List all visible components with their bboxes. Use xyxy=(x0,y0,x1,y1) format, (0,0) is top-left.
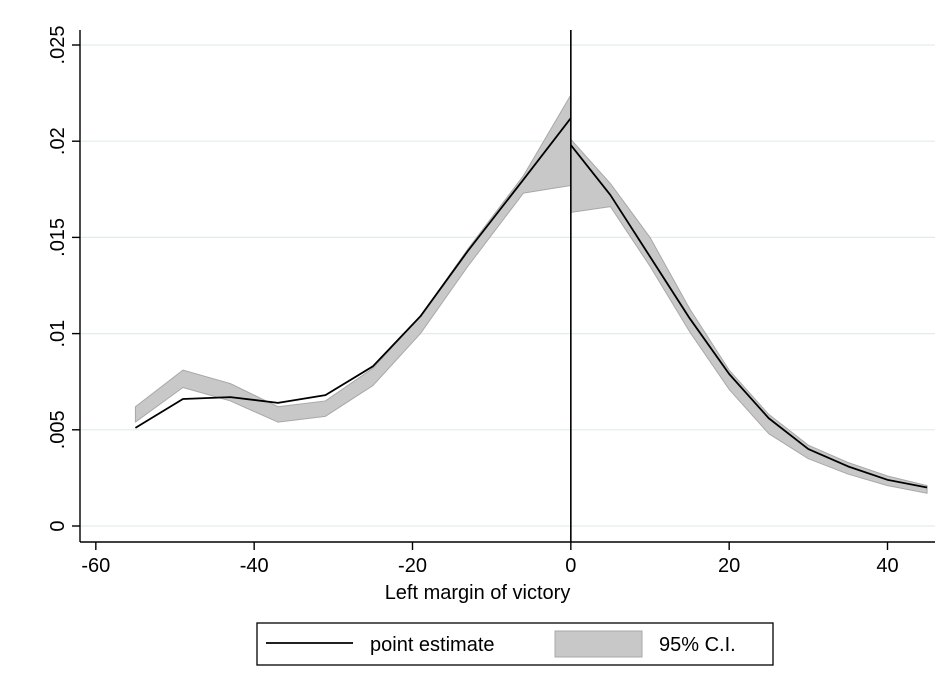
y-tick-label: .02 xyxy=(47,127,69,155)
ci-band-right xyxy=(570,138,928,494)
x-tick-label: -60 xyxy=(81,555,110,577)
legend-label-point-estimate: point estimate xyxy=(370,634,495,656)
x-tick-label: 0 xyxy=(565,555,576,577)
point-estimate-lines xyxy=(134,117,928,489)
legend-label-ci: 95% C.I. xyxy=(659,634,736,656)
y-tick-label: .015 xyxy=(47,218,69,257)
y-tick-label: .025 xyxy=(47,26,69,65)
y-tick-label: 0 xyxy=(47,520,69,531)
x-tick-label: -20 xyxy=(398,555,427,577)
x-tick-label: 40 xyxy=(876,555,898,577)
y-tick-label: .01 xyxy=(47,320,69,348)
series-line-right xyxy=(570,144,928,489)
x-tick-label: -40 xyxy=(240,555,269,577)
x-axis-title: Left margin of victory xyxy=(385,582,571,604)
legend-area-swatch xyxy=(554,630,643,658)
series-line-left xyxy=(134,117,572,429)
x-tick-label: 20 xyxy=(718,555,740,577)
axes xyxy=(79,30,935,543)
legend: point estimate 95% C.I. xyxy=(256,622,774,666)
y-tick-label: .005 xyxy=(47,410,69,449)
ci-band-left xyxy=(134,94,572,423)
confidence-bands xyxy=(134,94,928,494)
legend-box xyxy=(256,622,774,666)
grid-lines xyxy=(80,44,935,527)
x-axis-ticks: -60 -40 -20 0 20 40 xyxy=(81,542,899,577)
y-axis-ticks: 0 .005 .01 .015 .02 .025 xyxy=(47,26,80,532)
